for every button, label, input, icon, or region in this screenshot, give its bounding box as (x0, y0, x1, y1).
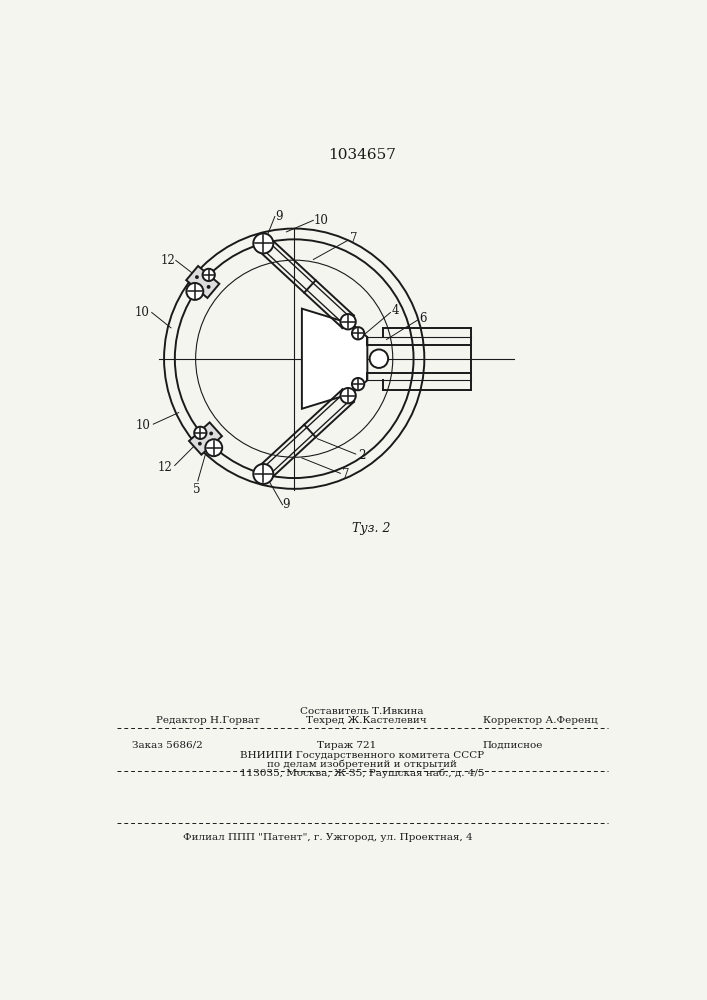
Text: Корректор А.Ференц: Корректор А.Ференц (483, 716, 597, 725)
Text: 9: 9 (275, 210, 282, 223)
Circle shape (194, 427, 206, 439)
Circle shape (187, 283, 204, 300)
Circle shape (205, 439, 222, 456)
Circle shape (352, 327, 364, 339)
Text: Тираж 721: Тираж 721 (317, 741, 377, 750)
Polygon shape (302, 309, 368, 409)
Text: 7: 7 (351, 232, 358, 245)
Text: 4: 4 (392, 304, 399, 317)
Text: Подписное: Подписное (483, 741, 543, 750)
Circle shape (352, 378, 364, 390)
Text: Заказ 5686/2: Заказ 5686/2 (132, 741, 203, 750)
Circle shape (253, 464, 274, 484)
Text: Филиал ППП "Патент", г. Ужгород, ул. Проектная, 4: Филиал ППП "Патент", г. Ужгород, ул. Про… (182, 833, 472, 842)
Text: 10: 10 (135, 419, 150, 432)
Circle shape (198, 442, 201, 446)
Text: Составитель Т.Ивкина: Составитель Т.Ивкина (300, 707, 423, 716)
Text: Техред Ж.Кастелевич: Техред Ж.Кастелевич (305, 716, 426, 725)
Circle shape (340, 314, 356, 329)
Circle shape (202, 269, 215, 281)
Polygon shape (186, 266, 219, 298)
Text: ВНИИПИ Государственного комитета СССР: ВНИИПИ Государственного комитета СССР (240, 751, 484, 760)
Text: 12: 12 (161, 254, 176, 267)
Text: 1034657: 1034657 (328, 148, 396, 162)
Text: Τуз. 2: Τуз. 2 (352, 522, 390, 535)
Polygon shape (189, 422, 222, 455)
Text: 12: 12 (158, 461, 173, 474)
Text: по делам изобретений и открытий: по делам изобретений и открытий (267, 760, 457, 769)
Text: 2: 2 (358, 449, 366, 462)
Text: Редактор Н.Горват: Редактор Н.Горват (156, 716, 259, 725)
Text: 9: 9 (283, 498, 290, 511)
Circle shape (340, 388, 356, 403)
Circle shape (209, 432, 213, 435)
Circle shape (206, 285, 211, 289)
Circle shape (195, 275, 199, 279)
Text: 6: 6 (419, 312, 426, 325)
Circle shape (253, 233, 274, 253)
Text: 7: 7 (342, 468, 349, 481)
Text: 10: 10 (313, 214, 328, 227)
Circle shape (370, 349, 388, 368)
Text: 10: 10 (134, 306, 149, 319)
Text: 5: 5 (192, 483, 200, 496)
Text: 113035, Москва, Ж-35, Раушская наб., д. 4/5: 113035, Москва, Ж-35, Раушская наб., д. … (240, 769, 484, 778)
